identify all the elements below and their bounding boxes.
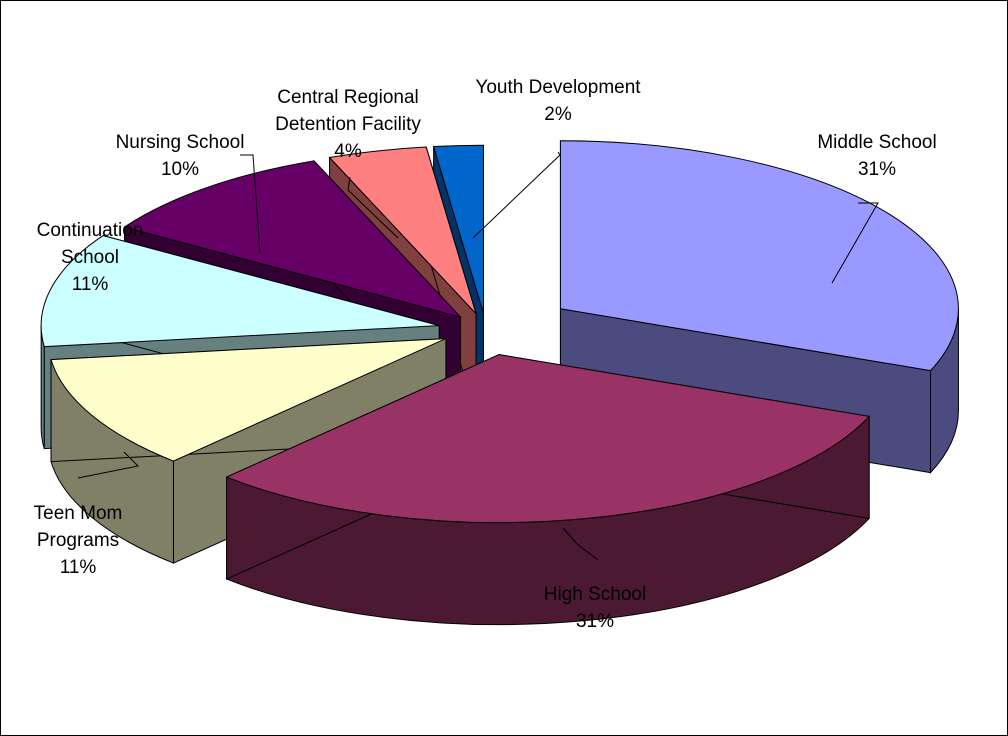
leader-line-4	[240, 154, 261, 254]
slice-label-6: Youth Development 2%	[475, 77, 641, 125]
slice-label-3: Continuation School 11%	[37, 220, 144, 295]
pie-slice-youth-development	[432, 144, 484, 314]
pie-slice-central-regional-detention-facility	[328, 146, 477, 315]
pie-slice-teen-mom-programs	[50, 338, 447, 462]
leader-line-0	[831, 202, 879, 284]
leader-line-5	[347, 176, 399, 239]
slice-label-5: Central Regional Detention Facility 4%	[275, 87, 421, 162]
leader-line-1	[562, 527, 599, 561]
pie-slice-middle-school	[559, 140, 959, 372]
pie-slice-continuation-school	[40, 235, 440, 348]
slice-label-1: High School 31%	[544, 584, 646, 632]
slice-label-2: Teen Mom Programs 11%	[34, 503, 123, 578]
slice-label-0: Middle School 31%	[817, 132, 936, 180]
pie-slice-nursing-school	[123, 160, 463, 318]
leader-line-6	[472, 151, 561, 239]
pie-slice-high-school	[225, 354, 871, 524]
leader-line-2	[77, 451, 140, 479]
slice-label-4: Nursing School 10%	[116, 132, 245, 180]
